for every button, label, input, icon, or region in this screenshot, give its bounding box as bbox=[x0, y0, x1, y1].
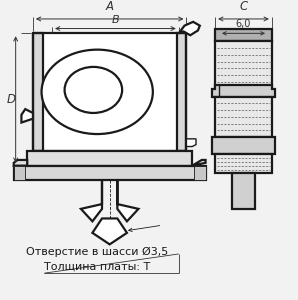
Polygon shape bbox=[27, 151, 192, 166]
Text: Отверстие в шасси Ø3,5: Отверстие в шасси Ø3,5 bbox=[26, 247, 168, 257]
Ellipse shape bbox=[41, 50, 153, 134]
Polygon shape bbox=[177, 33, 187, 151]
Polygon shape bbox=[21, 109, 33, 122]
Polygon shape bbox=[215, 97, 272, 137]
Polygon shape bbox=[215, 29, 272, 41]
Polygon shape bbox=[192, 160, 206, 166]
Text: C: C bbox=[239, 0, 248, 13]
Polygon shape bbox=[33, 33, 187, 151]
Polygon shape bbox=[14, 166, 25, 180]
Polygon shape bbox=[14, 166, 206, 180]
Polygon shape bbox=[194, 166, 206, 180]
Polygon shape bbox=[212, 137, 275, 154]
Polygon shape bbox=[212, 85, 275, 97]
Ellipse shape bbox=[65, 67, 122, 113]
Polygon shape bbox=[81, 180, 102, 221]
Polygon shape bbox=[215, 154, 272, 173]
Polygon shape bbox=[179, 22, 200, 35]
Text: B: B bbox=[112, 15, 119, 25]
Text: D: D bbox=[6, 93, 15, 106]
Text: A: A bbox=[106, 0, 114, 13]
Text: 6,0: 6,0 bbox=[236, 20, 251, 29]
Polygon shape bbox=[117, 180, 139, 221]
Polygon shape bbox=[14, 160, 27, 166]
Polygon shape bbox=[187, 139, 196, 146]
Polygon shape bbox=[232, 173, 255, 209]
Polygon shape bbox=[33, 33, 43, 151]
Text: Толщина платы: T: Толщина платы: T bbox=[44, 261, 150, 272]
Polygon shape bbox=[215, 41, 272, 89]
Polygon shape bbox=[92, 218, 127, 244]
